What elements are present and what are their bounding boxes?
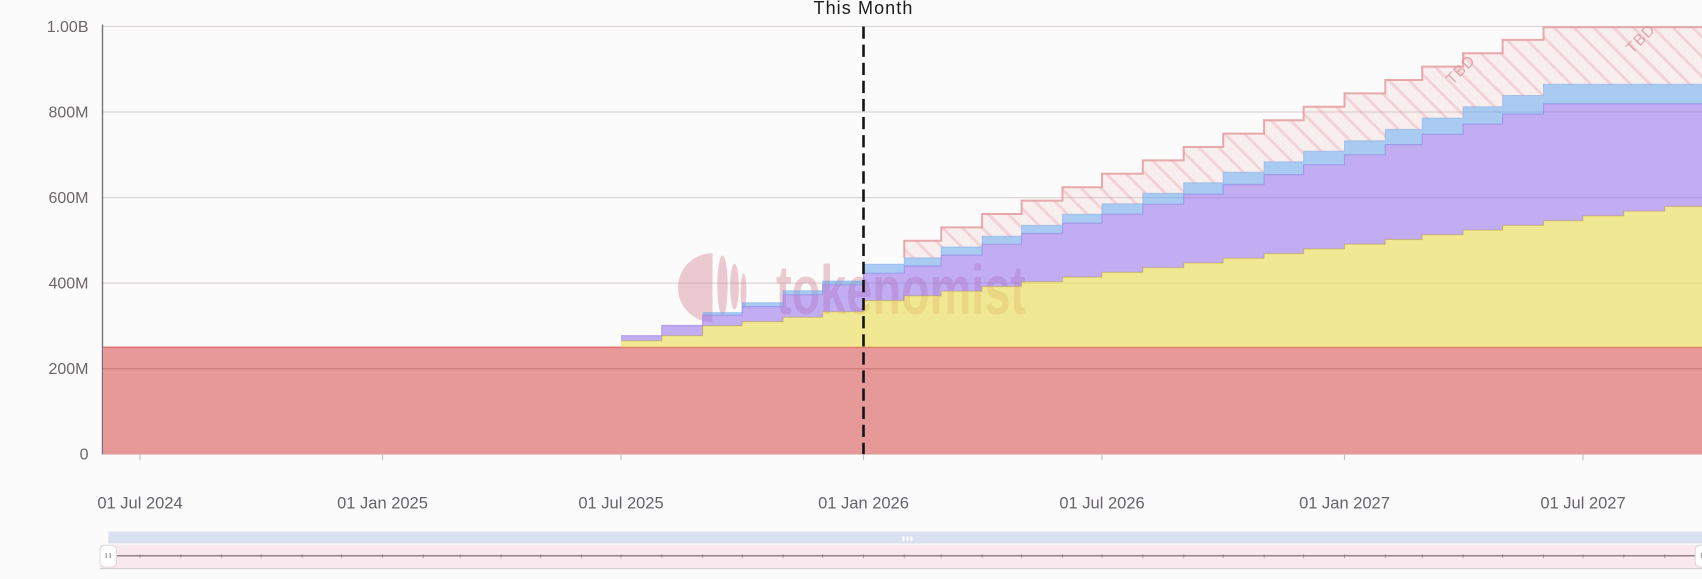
svg-text:This Month: This Month [813,0,913,18]
svg-text:200M: 200M [48,361,88,378]
svg-text:01 Jul 2027: 01 Jul 2027 [1540,495,1625,513]
svg-text:400M: 400M [48,276,88,293]
svg-text:01 Jul 2025: 01 Jul 2025 [578,495,663,513]
svg-text:800M: 800M [48,105,88,122]
svg-text:01 Jan 2025: 01 Jan 2025 [337,495,428,513]
svg-text:01 Jan 2026: 01 Jan 2026 [818,495,909,513]
svg-text:01 Jul 2024: 01 Jul 2024 [97,495,182,513]
svg-text:0: 0 [80,447,89,464]
svg-text:01 Jan 2027: 01 Jan 2027 [1299,495,1390,513]
svg-text:600M: 600M [48,190,88,207]
svg-text:01 Jul 2026: 01 Jul 2026 [1059,495,1144,513]
svg-text:1.00B: 1.00B [47,19,89,36]
